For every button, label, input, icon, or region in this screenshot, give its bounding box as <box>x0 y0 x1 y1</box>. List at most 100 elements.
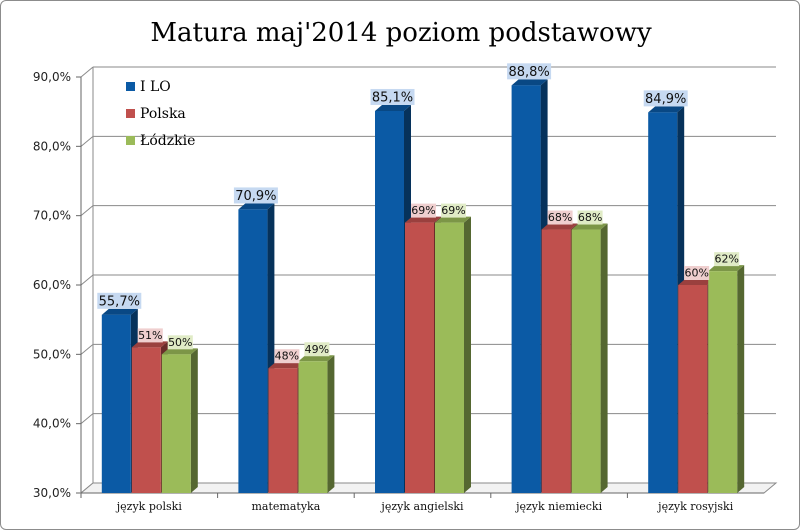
y-tick-label: 60,0% <box>33 278 71 292</box>
bar-front <box>298 361 328 493</box>
data-label: 68% <box>547 210 573 225</box>
data-label-bg <box>441 203 466 218</box>
bar <box>298 355 335 493</box>
data-label-text: 68% <box>578 211 602 224</box>
data-label: 55,7% <box>97 292 142 309</box>
data-label-bg <box>304 342 330 357</box>
bar-front <box>648 112 678 494</box>
data-label-bg <box>577 210 603 225</box>
data-label-text: 60% <box>684 267 708 280</box>
gridline-depth <box>80 205 94 217</box>
legend-swatch <box>126 136 135 145</box>
y-tick-label: 90,0% <box>33 70 71 84</box>
bar-top <box>405 216 441 223</box>
chart-title: Matura maj'2014 poziom podstawowy <box>150 18 652 48</box>
data-label: 68% <box>577 210 603 225</box>
bar-top <box>298 355 335 362</box>
bar-front <box>131 347 161 493</box>
data-label: 88,8% <box>507 63 552 80</box>
bar-front <box>708 271 738 493</box>
bar-top <box>708 265 745 272</box>
y-tick-label: 30,0% <box>33 486 71 500</box>
data-label-bg <box>370 88 415 105</box>
data-labels: 55,7% 51% 50% 70,9% 48% 49% 85,1% 69% 69% 88,8% 68… <box>97 63 740 364</box>
data-label: 49% <box>304 342 330 357</box>
data-label-text: 69% <box>411 204 435 217</box>
data-label-text: 49% <box>305 343 329 356</box>
legend-item: Łódzkie <box>126 133 195 149</box>
bar <box>435 216 471 493</box>
legend: I LO Polska Łódzkie <box>126 79 195 149</box>
data-label: 84,9% <box>643 90 688 107</box>
bar-top <box>101 308 138 315</box>
bar-front <box>678 285 708 493</box>
data-label-text: 62% <box>714 253 738 266</box>
legend-swatch <box>126 109 135 118</box>
bar-side <box>464 216 471 493</box>
data-label: 50% <box>167 335 193 350</box>
x-tick-label: język polski <box>115 500 183 513</box>
legend-swatch <box>126 82 135 91</box>
bar-top <box>375 104 411 111</box>
bar-front <box>161 354 191 493</box>
data-label: 48% <box>274 349 300 364</box>
bar-top <box>678 279 715 285</box>
bar-top <box>648 106 685 113</box>
bar-top <box>511 79 548 86</box>
bar-front <box>238 209 268 493</box>
data-label-text: 68% <box>548 211 572 224</box>
bar-top <box>161 348 198 355</box>
data-label-text: 51% <box>138 329 162 342</box>
bar-top <box>131 341 168 348</box>
data-label-bg <box>411 203 436 218</box>
bars <box>101 79 745 494</box>
bar-side <box>190 348 198 493</box>
bar-top <box>268 362 305 369</box>
data-label-text: 48% <box>275 350 299 363</box>
data-label: 62% <box>714 252 740 267</box>
bar-front <box>511 85 541 493</box>
gridline-depth <box>80 343 94 355</box>
bar <box>571 223 608 494</box>
data-label-text: 88,8% <box>508 65 549 80</box>
data-label-bg <box>233 187 278 204</box>
data-label-bg <box>137 328 163 343</box>
bar-side <box>600 223 608 494</box>
x-tick-label: język niemiecki <box>514 500 602 513</box>
data-label-text: 85,1% <box>372 90 413 105</box>
data-label-text: 69% <box>441 204 465 217</box>
bar <box>161 348 198 493</box>
x-tick-label: język angielski <box>379 500 464 513</box>
data-label: 70,9% <box>233 187 278 204</box>
y-tick-label: 80,0% <box>33 139 71 153</box>
gridline-depth <box>80 66 94 78</box>
data-label: 69% <box>441 203 466 218</box>
legend-label: Polska <box>140 106 186 122</box>
data-label-bg <box>97 292 142 309</box>
legend-label: I LO <box>140 79 171 95</box>
legend-item: Polska <box>126 106 186 122</box>
data-label-bg <box>684 266 710 280</box>
data-label-bg <box>167 335 193 350</box>
gridline-depth <box>80 274 94 286</box>
gridline-depth <box>80 413 94 425</box>
data-label: 60% <box>684 266 710 280</box>
bar-side <box>327 355 335 493</box>
x-tick-label: matematyka <box>252 500 321 513</box>
bar-front <box>101 314 131 493</box>
bar-front <box>435 222 464 493</box>
legend-label: Łódzkie <box>140 133 195 149</box>
bar-front <box>541 229 571 494</box>
bar-side <box>737 265 745 493</box>
data-label-bg <box>714 252 740 267</box>
bar-front <box>268 368 298 493</box>
bar <box>648 106 685 494</box>
data-label-text: 84,9% <box>645 92 686 107</box>
bar-top <box>541 223 578 230</box>
data-label-bg <box>507 63 552 80</box>
data-label-text: 50% <box>168 336 192 349</box>
data-label-bg <box>643 90 688 107</box>
bar <box>708 265 745 493</box>
data-label-bg <box>547 210 573 225</box>
